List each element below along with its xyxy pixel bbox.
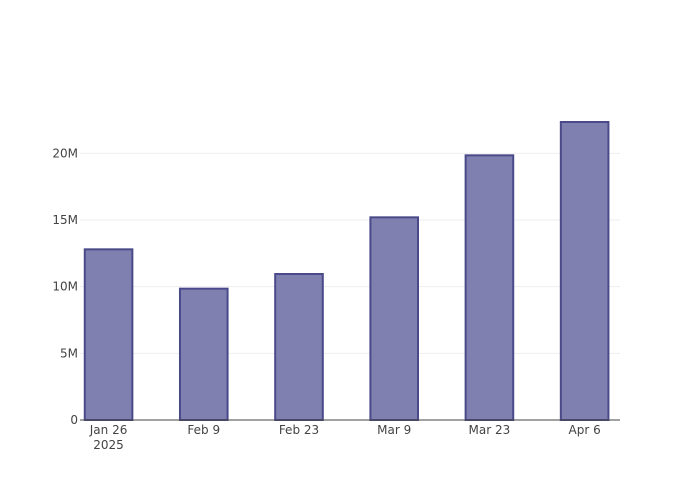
bar[interactable] (464, 154, 515, 421)
gridlines (80, 152, 620, 354)
x-tick-label: Feb 9 (187, 423, 220, 437)
x-tick-label: Mar 9 (377, 423, 411, 437)
y-tick-label: 10M (52, 280, 78, 294)
x-tick-label: Jan 26 (89, 423, 128, 437)
bar[interactable] (369, 216, 420, 421)
y-tick-label: 5M (60, 346, 78, 360)
bar[interactable] (274, 273, 324, 421)
bar[interactable] (178, 287, 229, 421)
bars (83, 121, 610, 421)
x-tick-label: Feb 23 (279, 423, 319, 437)
x-year-label: 2025 (93, 438, 124, 452)
y-tick-label: 20M (52, 146, 78, 160)
y-tick-label: 15M (52, 213, 78, 227)
tick-labels: 0 5M 10M 15M 20M Jan 26 Feb 9 Feb 23 Mar 9 Mar 23… (52, 146, 600, 452)
y-tick-label: 0 (70, 413, 78, 427)
bar[interactable] (559, 121, 610, 421)
bar[interactable] (83, 248, 134, 421)
x-tick-label: Apr 6 (569, 423, 601, 437)
x-tick-label: Mar 23 (469, 423, 511, 437)
